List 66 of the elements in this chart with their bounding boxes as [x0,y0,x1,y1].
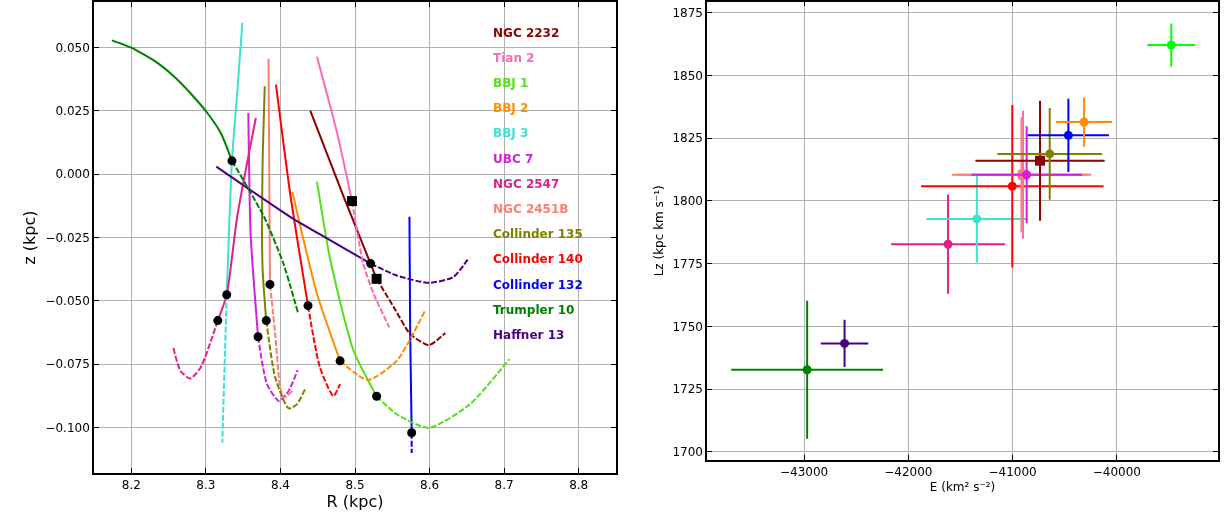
y-tick-label: 1725 [672,382,704,397]
point [972,214,982,224]
y-tick-label: 0.025 [55,104,90,119]
text: UBC 7 [493,152,534,166]
text: NGC 2547 [493,177,560,191]
text: Trumpler 10 [493,303,575,317]
y-tick-label: 1850 [672,68,704,83]
point [1166,40,1176,50]
y-tick-label: 1875 [672,5,704,20]
y-tick-label: −0.050 [45,294,90,309]
text: Collinder 135 [493,227,583,241]
point [371,273,382,284]
text: Haffner 13 [493,328,565,342]
x-tick-label: 8.2 [121,478,141,493]
point [943,239,953,249]
point [407,428,417,438]
point [222,290,232,300]
y-tick-label: −0.100 [45,420,90,435]
y-axis-title: z (kpc) [19,210,39,265]
point [213,316,223,326]
text: BBJ 2 [493,101,529,115]
x-tick-label: 8.5 [345,478,365,493]
point [1063,130,1073,140]
x-tick-label: 8.6 [420,478,440,493]
point [1007,181,1017,191]
y-axis-title: Lz (kpc km s⁻¹) [652,185,667,277]
x-tick-label: −43000 [780,465,829,480]
text: Tian 2 [493,51,535,65]
x-tick-label: −40000 [1092,465,1141,480]
y-tick-label: −0.075 [45,357,90,372]
x-tick-label: 8.7 [494,478,514,493]
point [303,301,313,311]
x-tick-label: 8.8 [569,478,589,493]
point [335,356,345,366]
text: NGC 2232 [493,26,560,40]
y-tick-label: 0.050 [55,40,90,55]
point [1079,117,1089,127]
text: BBJ 1 [493,76,529,90]
point [261,316,271,326]
text: BBJ 3 [493,126,529,140]
point [1022,170,1032,180]
point [366,259,376,269]
point [253,332,263,342]
y-tick-label: 1750 [672,319,704,334]
point [347,196,358,207]
point [372,391,382,401]
point [840,338,850,348]
y-tick-label: 1700 [672,444,704,459]
point [802,365,812,375]
x-tick-label: −42000 [884,465,933,480]
x-axis-title: E (km² s⁻²) [929,479,996,494]
point [265,279,275,289]
text: Collinder 140 [493,252,583,266]
point [227,156,237,166]
y-tick-label: 0.000 [55,167,90,182]
y-tick-label: 1825 [672,131,704,146]
x-tick-label: −41000 [988,465,1037,480]
point [1045,149,1055,159]
y-tick-label: 1800 [672,194,704,209]
y-tick-label: 1775 [672,256,704,271]
x-tick-label: 8.4 [270,478,290,493]
text: Collinder 132 [493,278,583,292]
x-tick-label: 8.3 [196,478,216,493]
y-tick-label: −0.025 [45,230,90,245]
point [1035,155,1046,166]
x-axis-title: R (kpc) [326,492,384,512]
